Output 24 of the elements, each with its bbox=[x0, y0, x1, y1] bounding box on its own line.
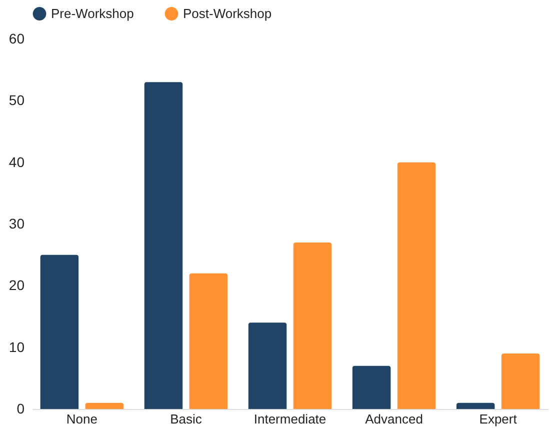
y-tick-label: 60 bbox=[8, 30, 25, 46]
x-tick-label: Advanced bbox=[365, 412, 423, 426]
bar bbox=[40, 254, 79, 409]
y-tick-label: 50 bbox=[8, 92, 25, 108]
y-tick-label: 30 bbox=[8, 216, 25, 232]
x-tick-label: Intermediate bbox=[254, 412, 326, 426]
bar bbox=[501, 354, 540, 409]
bar bbox=[456, 402, 495, 409]
y-tick-label: 0 bbox=[16, 400, 25, 416]
x-tick-label: Basic bbox=[170, 412, 202, 426]
bar bbox=[144, 82, 183, 409]
bar bbox=[248, 322, 287, 409]
x-tick-label: Expert bbox=[479, 412, 518, 426]
y-tick-label: 40 bbox=[8, 154, 25, 170]
y-tick-label: 10 bbox=[8, 338, 25, 355]
bar bbox=[189, 273, 228, 409]
bar bbox=[85, 402, 124, 409]
legend-label: Post-Workshop bbox=[183, 6, 272, 21]
y-tick-label: 20 bbox=[8, 277, 25, 294]
legend-label: Pre-Workshop bbox=[51, 6, 134, 21]
bar bbox=[397, 162, 436, 409]
bar bbox=[352, 366, 391, 409]
x-tick-label: None bbox=[66, 412, 98, 426]
bar bbox=[293, 242, 332, 409]
